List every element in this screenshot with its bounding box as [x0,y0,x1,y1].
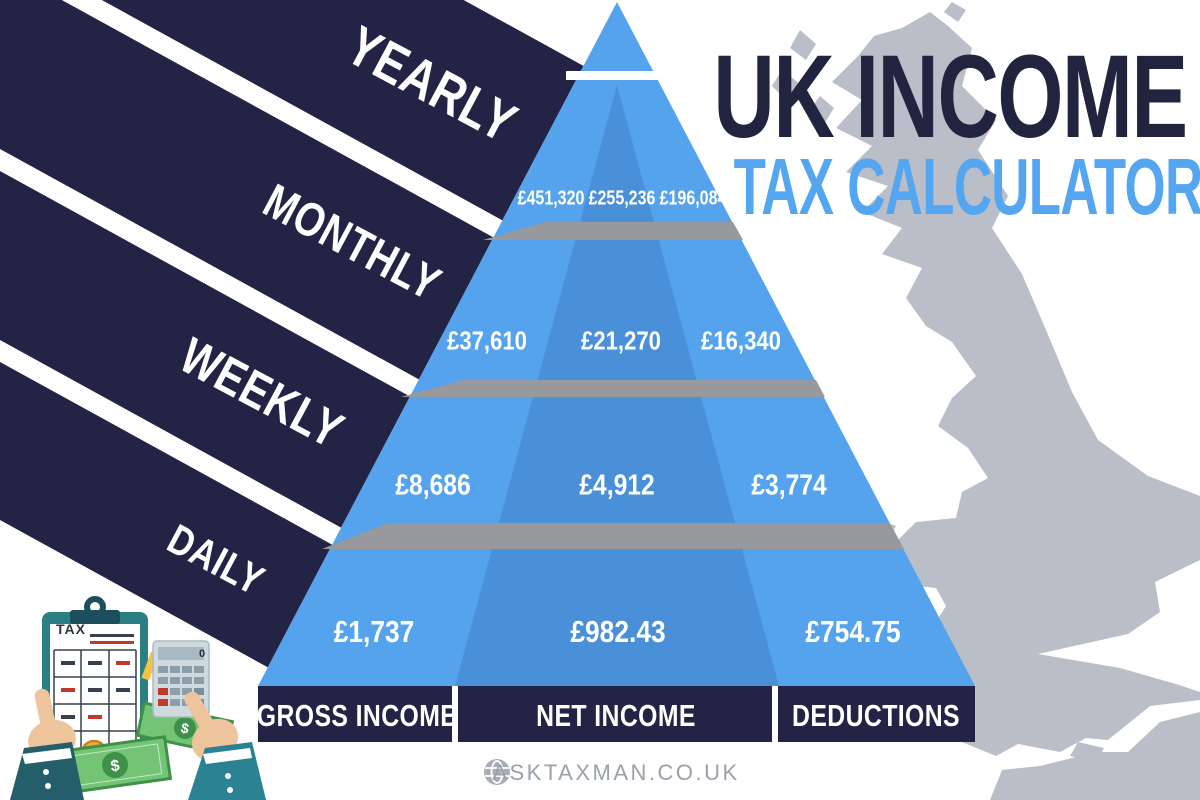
value-weekly-net: £4,912 [579,469,655,502]
value-yearly-deductions: £196,084 [659,187,727,210]
columns-divider-2 [772,686,778,742]
globe-icon [484,759,510,785]
title-line2: TAX CALCULATOR [733,142,1200,231]
value-monthly-net: £21,270 [581,325,661,356]
value-monthly-deductions: £16,340 [701,325,781,356]
value-weekly-gross: £8,686 [395,469,471,502]
value-monthly-gross: £37,610 [447,325,527,356]
separator-monthly-weekly [401,380,825,397]
right-hand [184,691,266,800]
value-yearly-gross: £451,320 [517,187,585,210]
tax-form-title: TAX [56,621,86,637]
france-landmass [990,712,1200,800]
calculator-display-value: 0 [199,648,206,660]
value-daily-gross: £1,737 [333,614,415,649]
column-label-net-income: NET INCOME [536,698,696,733]
left-hand [10,688,84,800]
band-yearly [0,0,617,307]
column-label-deductions: DEDUCTIONS [792,698,960,733]
title-line1: UK INCOME [713,31,1188,163]
columns-bar [258,686,975,742]
uk-map-silhouette [772,2,1200,800]
separator-weekly-daily [322,523,904,549]
value-yearly-net: £255,236 [588,187,656,210]
dollar-icon: $ [180,719,191,736]
footer-site-url: ASKTAXMAN.CO.UK [492,760,740,785]
value-weekly-deductions: £3,774 [751,469,827,502]
value-daily-deductions: £754.75 [805,614,901,649]
value-daily-net: £982.43 [570,614,666,649]
tax-illustration: $ $ $ $ [10,596,266,800]
dollar-icon: $ [110,757,121,775]
column-label-gross-income: GROSS INCOME [256,698,458,733]
columns-divider-1 [452,686,458,742]
tip-gap [566,71,668,80]
pyramid [258,2,975,742]
separator-yearly-monthly [483,222,743,240]
